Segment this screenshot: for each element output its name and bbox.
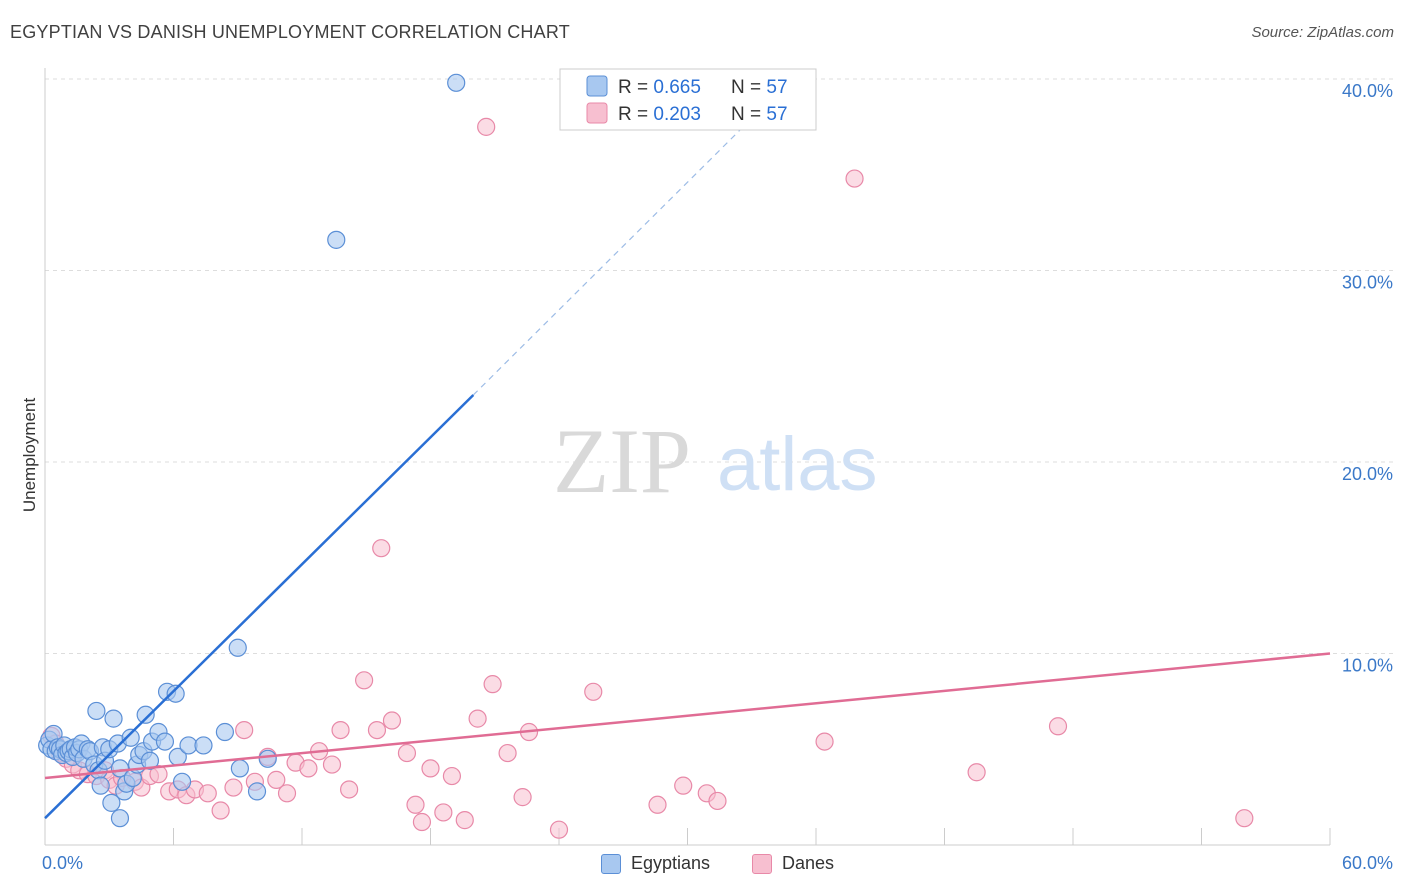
danes-point [412, 812, 432, 832]
legend-n-value: 57 [766, 104, 787, 125]
danes-point [584, 682, 603, 701]
egyptians-point [110, 809, 130, 828]
watermark-zip: ZIP [553, 410, 691, 512]
egyptians-point [155, 732, 175, 751]
legend-label-danes: Danes [782, 853, 835, 873]
danes-point [224, 778, 243, 797]
egyptians-trend-line [44, 394, 475, 820]
danes-point [815, 732, 834, 751]
gridlines [45, 78, 1395, 654]
danes-point [455, 811, 474, 830]
danes-point [367, 720, 387, 740]
danes-point [235, 720, 254, 740]
danes-point [149, 765, 168, 784]
svg-text:N = 57: N = 57 [731, 104, 788, 125]
legend-label-egyptians: Egyptians [631, 853, 711, 873]
danes-point [967, 763, 986, 782]
egyptians-point [172, 772, 192, 791]
legend-r-label: R = [618, 77, 653, 98]
x-tick-label: 60.0% [1342, 853, 1393, 873]
egyptians-point [166, 684, 185, 703]
tick-labels: 10.0% 20.0% 30.0% 40.0% 0.0% 60.0% [42, 81, 1393, 873]
egyptians-point [136, 705, 155, 724]
legend-item-egyptians[interactable]: Egyptians [601, 853, 710, 874]
danes-point [372, 539, 391, 558]
danes-point [421, 759, 440, 778]
danes-point [648, 795, 667, 814]
x-tick-label: 0.0% [42, 853, 83, 873]
legend-n-value: 57 [766, 77, 787, 98]
egyptians-point [121, 728, 140, 747]
legend-swatch-danes [586, 102, 608, 124]
danes-point [267, 770, 286, 789]
legend-r-label: R = [618, 104, 653, 125]
danes-point [674, 776, 693, 795]
legend-r-value: 0.665 [653, 77, 701, 98]
danes-point [299, 759, 318, 778]
danes-point [442, 766, 462, 786]
svg-text:R = 0.203: R = 0.203 [618, 104, 701, 125]
danes-point [355, 671, 374, 690]
egyptians-point [110, 759, 130, 778]
legend-n-label: N = [731, 104, 766, 125]
egyptians-points [38, 73, 466, 828]
danes-point [434, 803, 453, 822]
source-credit: Source: ZipAtlas.com [1251, 24, 1394, 41]
danes-point [340, 780, 359, 799]
danes-point [1048, 717, 1068, 736]
danes-point [513, 788, 532, 807]
egyptians-point [215, 722, 234, 742]
danes-swatch [752, 853, 772, 874]
danes-trend-line [44, 652, 1331, 780]
danes-point [468, 709, 487, 728]
egyptians-swatch [601, 853, 621, 874]
legend-r-value: 0.203 [653, 104, 701, 125]
danes-point [549, 820, 569, 839]
danes-point [277, 784, 297, 803]
egyptians-point [104, 709, 123, 728]
trend-lines [44, 107, 1331, 820]
egyptians-trend-extension [472, 107, 763, 396]
danes-point [708, 791, 727, 811]
egyptians-point [327, 230, 346, 249]
bottom-legend: Egyptians Danes [0, 850, 1406, 880]
egyptians-point [230, 759, 249, 778]
legend-item-danes[interactable]: Danes [752, 853, 834, 874]
egyptians-point [87, 701, 106, 721]
danes-point [331, 720, 350, 740]
legend-n-label: N = [731, 77, 766, 98]
danes-point [477, 117, 496, 136]
y-axis-label: Unemployment [20, 398, 39, 513]
danes-point [406, 795, 425, 814]
legend-swatch-egyptians [586, 75, 608, 97]
danes-point [198, 784, 217, 803]
danes-point [483, 675, 502, 694]
y-tick-label: 10.0% [1342, 656, 1393, 676]
chart-title: EGYPTIAN VS DANISH UNEMPLOYMENT CORRELAT… [10, 22, 570, 42]
svg-text:R = 0.665: R = 0.665 [618, 77, 701, 98]
danes-point [845, 169, 864, 188]
danes-point [211, 801, 230, 820]
danes-point [322, 755, 342, 774]
egyptians-point [140, 751, 160, 770]
egyptians-point [194, 736, 213, 755]
legend-box: R = 0.665 N = 57 R = 0.203 N = 57 [559, 68, 817, 131]
axes [44, 68, 1331, 846]
y-tick-label: 30.0% [1342, 273, 1393, 293]
egyptians-point [102, 793, 121, 812]
egyptians-point [91, 776, 110, 795]
egyptians-point [228, 638, 247, 657]
egyptians-point [258, 749, 277, 768]
watermark-atlas: atlas [717, 422, 878, 507]
y-tick-label: 20.0% [1342, 464, 1393, 484]
danes-point [1235, 809, 1254, 828]
y-tick-label: 40.0% [1342, 81, 1393, 101]
danes-point [397, 743, 417, 763]
danes-point [382, 711, 402, 730]
egyptians-point [247, 782, 267, 801]
danes-point [498, 743, 517, 763]
svg-text:N = 57: N = 57 [731, 77, 788, 98]
egyptians-point [447, 73, 466, 92]
